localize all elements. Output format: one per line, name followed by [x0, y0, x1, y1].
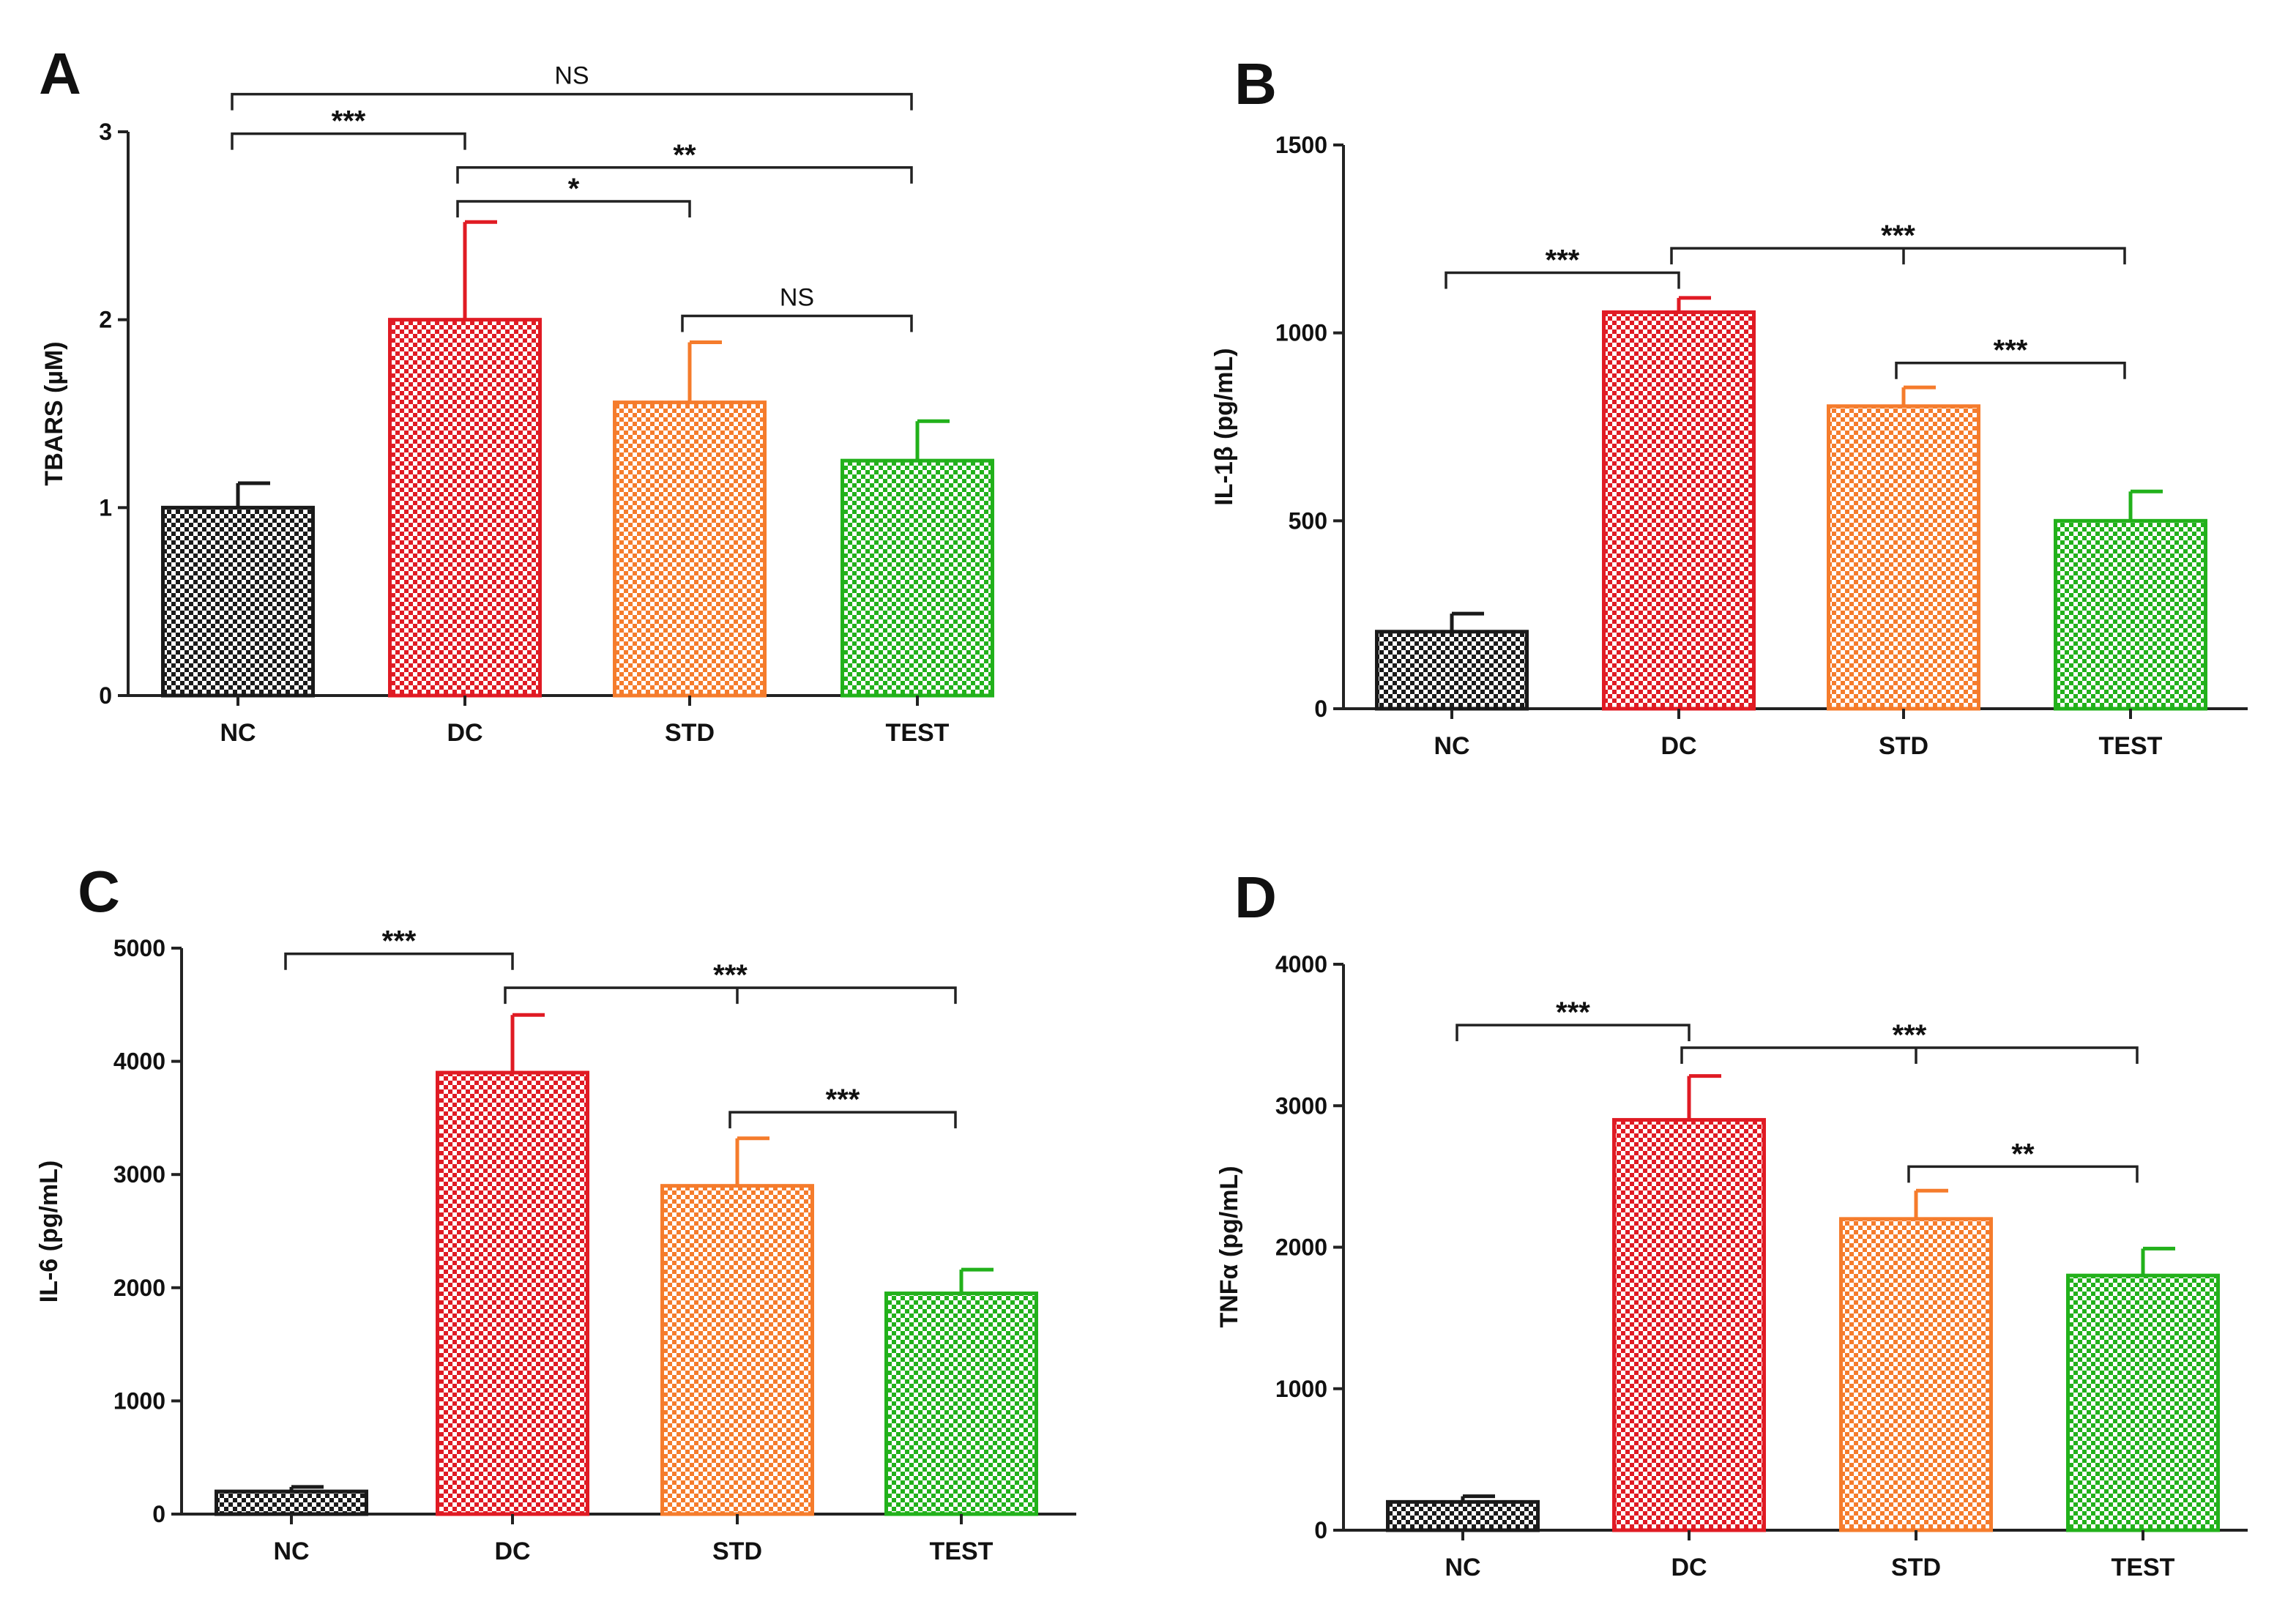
x-tick-label: DC [494, 1538, 530, 1565]
significance-bracket [1445, 271, 1680, 289]
bar-dc [1612, 1118, 1766, 1532]
bar-dc [436, 1070, 589, 1516]
significance-bracket [728, 1111, 957, 1129]
significance-label: *** [332, 105, 366, 138]
y-tick-label: 500 [1289, 507, 1327, 534]
x-tick-label: NC [220, 719, 256, 747]
x-tick-label: STD [712, 1538, 762, 1565]
panel-d: D TNFα (pg/mL) 0 1000 2000 3000 4000 NC DC STD TES… [1215, 865, 2248, 1581]
y-tick-label: 2 [99, 307, 112, 333]
y-tick-label: 2000 [113, 1275, 165, 1301]
bar-std [1839, 1217, 1993, 1532]
significance-label: * [568, 173, 580, 205]
y-axis-label: TBARS (µM) [40, 341, 68, 485]
bar-nc [215, 1489, 368, 1516]
panel-letter: C [78, 859, 120, 924]
x-tick-label: TEST [886, 719, 950, 747]
x-tick-label: TEST [2099, 732, 2163, 760]
significance-label: *** [1994, 335, 2028, 367]
significance-bracket [504, 986, 957, 1005]
significance-label: NS [780, 284, 814, 312]
panel-letter: D [1234, 865, 1277, 930]
x-tick-label: TEST [930, 1538, 994, 1565]
bar-nc [1375, 630, 1529, 711]
y-tick-label: 3000 [1275, 1092, 1327, 1119]
significance-label: *** [713, 959, 748, 991]
y-tick-label: 1 [99, 494, 112, 521]
significance-label: NS [554, 62, 589, 90]
bar-test [2054, 518, 2207, 711]
x-tick-label: STD [1879, 732, 1928, 760]
x-tick-label: NC [1434, 732, 1469, 760]
y-tick-label: 3000 [113, 1161, 165, 1188]
significance-bracket [456, 166, 913, 184]
significance-bracket [1670, 247, 2126, 265]
x-tick-label: DC [1660, 732, 1696, 760]
bar-nc [1386, 1499, 1540, 1532]
y-tick-label: 1000 [113, 1387, 165, 1414]
y-tick-label: 5000 [113, 935, 165, 961]
significance-label: *** [382, 925, 417, 958]
y-tick-label: 0 [99, 682, 112, 709]
bar-std [613, 400, 767, 698]
x-tick-label: NC [273, 1538, 309, 1565]
panel-b: B IL-1β (pg/mL) 0 500 1000 1500 NC DC STD TEST ***… [1210, 51, 2248, 760]
y-tick-label: 1000 [1275, 320, 1327, 346]
panel-letter: A [39, 41, 81, 106]
significance-label: *** [1546, 245, 1580, 277]
significance-bracket [231, 132, 466, 150]
y-tick-label: 4000 [1275, 951, 1327, 977]
y-tick-label: 3 [99, 119, 112, 145]
y-tick-label: 1000 [1275, 1376, 1327, 1402]
significance-label: *** [1556, 996, 1590, 1029]
significance-bracket [1456, 1024, 1691, 1042]
bar-test [884, 1292, 1038, 1516]
bar-test [2066, 1273, 2220, 1532]
x-tick-label: STD [1891, 1554, 1941, 1581]
significance-bracket [1895, 361, 2126, 379]
bar-std [1827, 404, 1980, 711]
y-axis-label: TNFα (pg/mL) [1215, 1166, 1243, 1327]
y-axis-label: IL-1β (pg/mL) [1210, 348, 1238, 505]
significance-label: *** [1893, 1019, 1927, 1051]
x-tick-label: STD [665, 719, 715, 747]
y-tick-label: 0 [1314, 1517, 1327, 1543]
y-tick-label: 0 [152, 1501, 165, 1527]
significance-label: *** [826, 1084, 860, 1116]
significance-bracket [456, 200, 691, 217]
x-tick-label: TEST [2112, 1554, 2175, 1581]
significance-bracket [231, 92, 913, 111]
significance-bracket [1680, 1046, 2139, 1065]
x-tick-label: NC [1445, 1554, 1480, 1581]
bar-nc [161, 505, 315, 698]
panel-c: C IL-6 (pg/mL) 0 1000 2000 3000 4000 5000 NC DC ST… [35, 859, 1076, 1565]
bar-dc [1602, 310, 1756, 711]
x-tick-label: DC [1671, 1554, 1707, 1581]
y-tick-label: 2000 [1275, 1234, 1327, 1261]
panel-letter: B [1234, 51, 1277, 116]
significance-label: *** [1881, 220, 1915, 252]
y-axis-label: IL-6 (pg/mL) [35, 1160, 63, 1303]
significance-label: ** [2011, 1138, 2035, 1170]
significance-bracket [681, 314, 913, 332]
bar-std [660, 1184, 814, 1516]
y-tick-label: 1500 [1275, 132, 1327, 158]
significance-bracket [284, 952, 514, 970]
significance-bracket [1907, 1165, 2139, 1183]
bar-dc [388, 318, 542, 698]
y-tick-label: 4000 [113, 1048, 165, 1075]
significance-label: ** [673, 139, 696, 171]
bar-test [840, 458, 994, 698]
y-tick-label: 0 [1314, 696, 1327, 722]
x-tick-label: DC [447, 719, 482, 747]
